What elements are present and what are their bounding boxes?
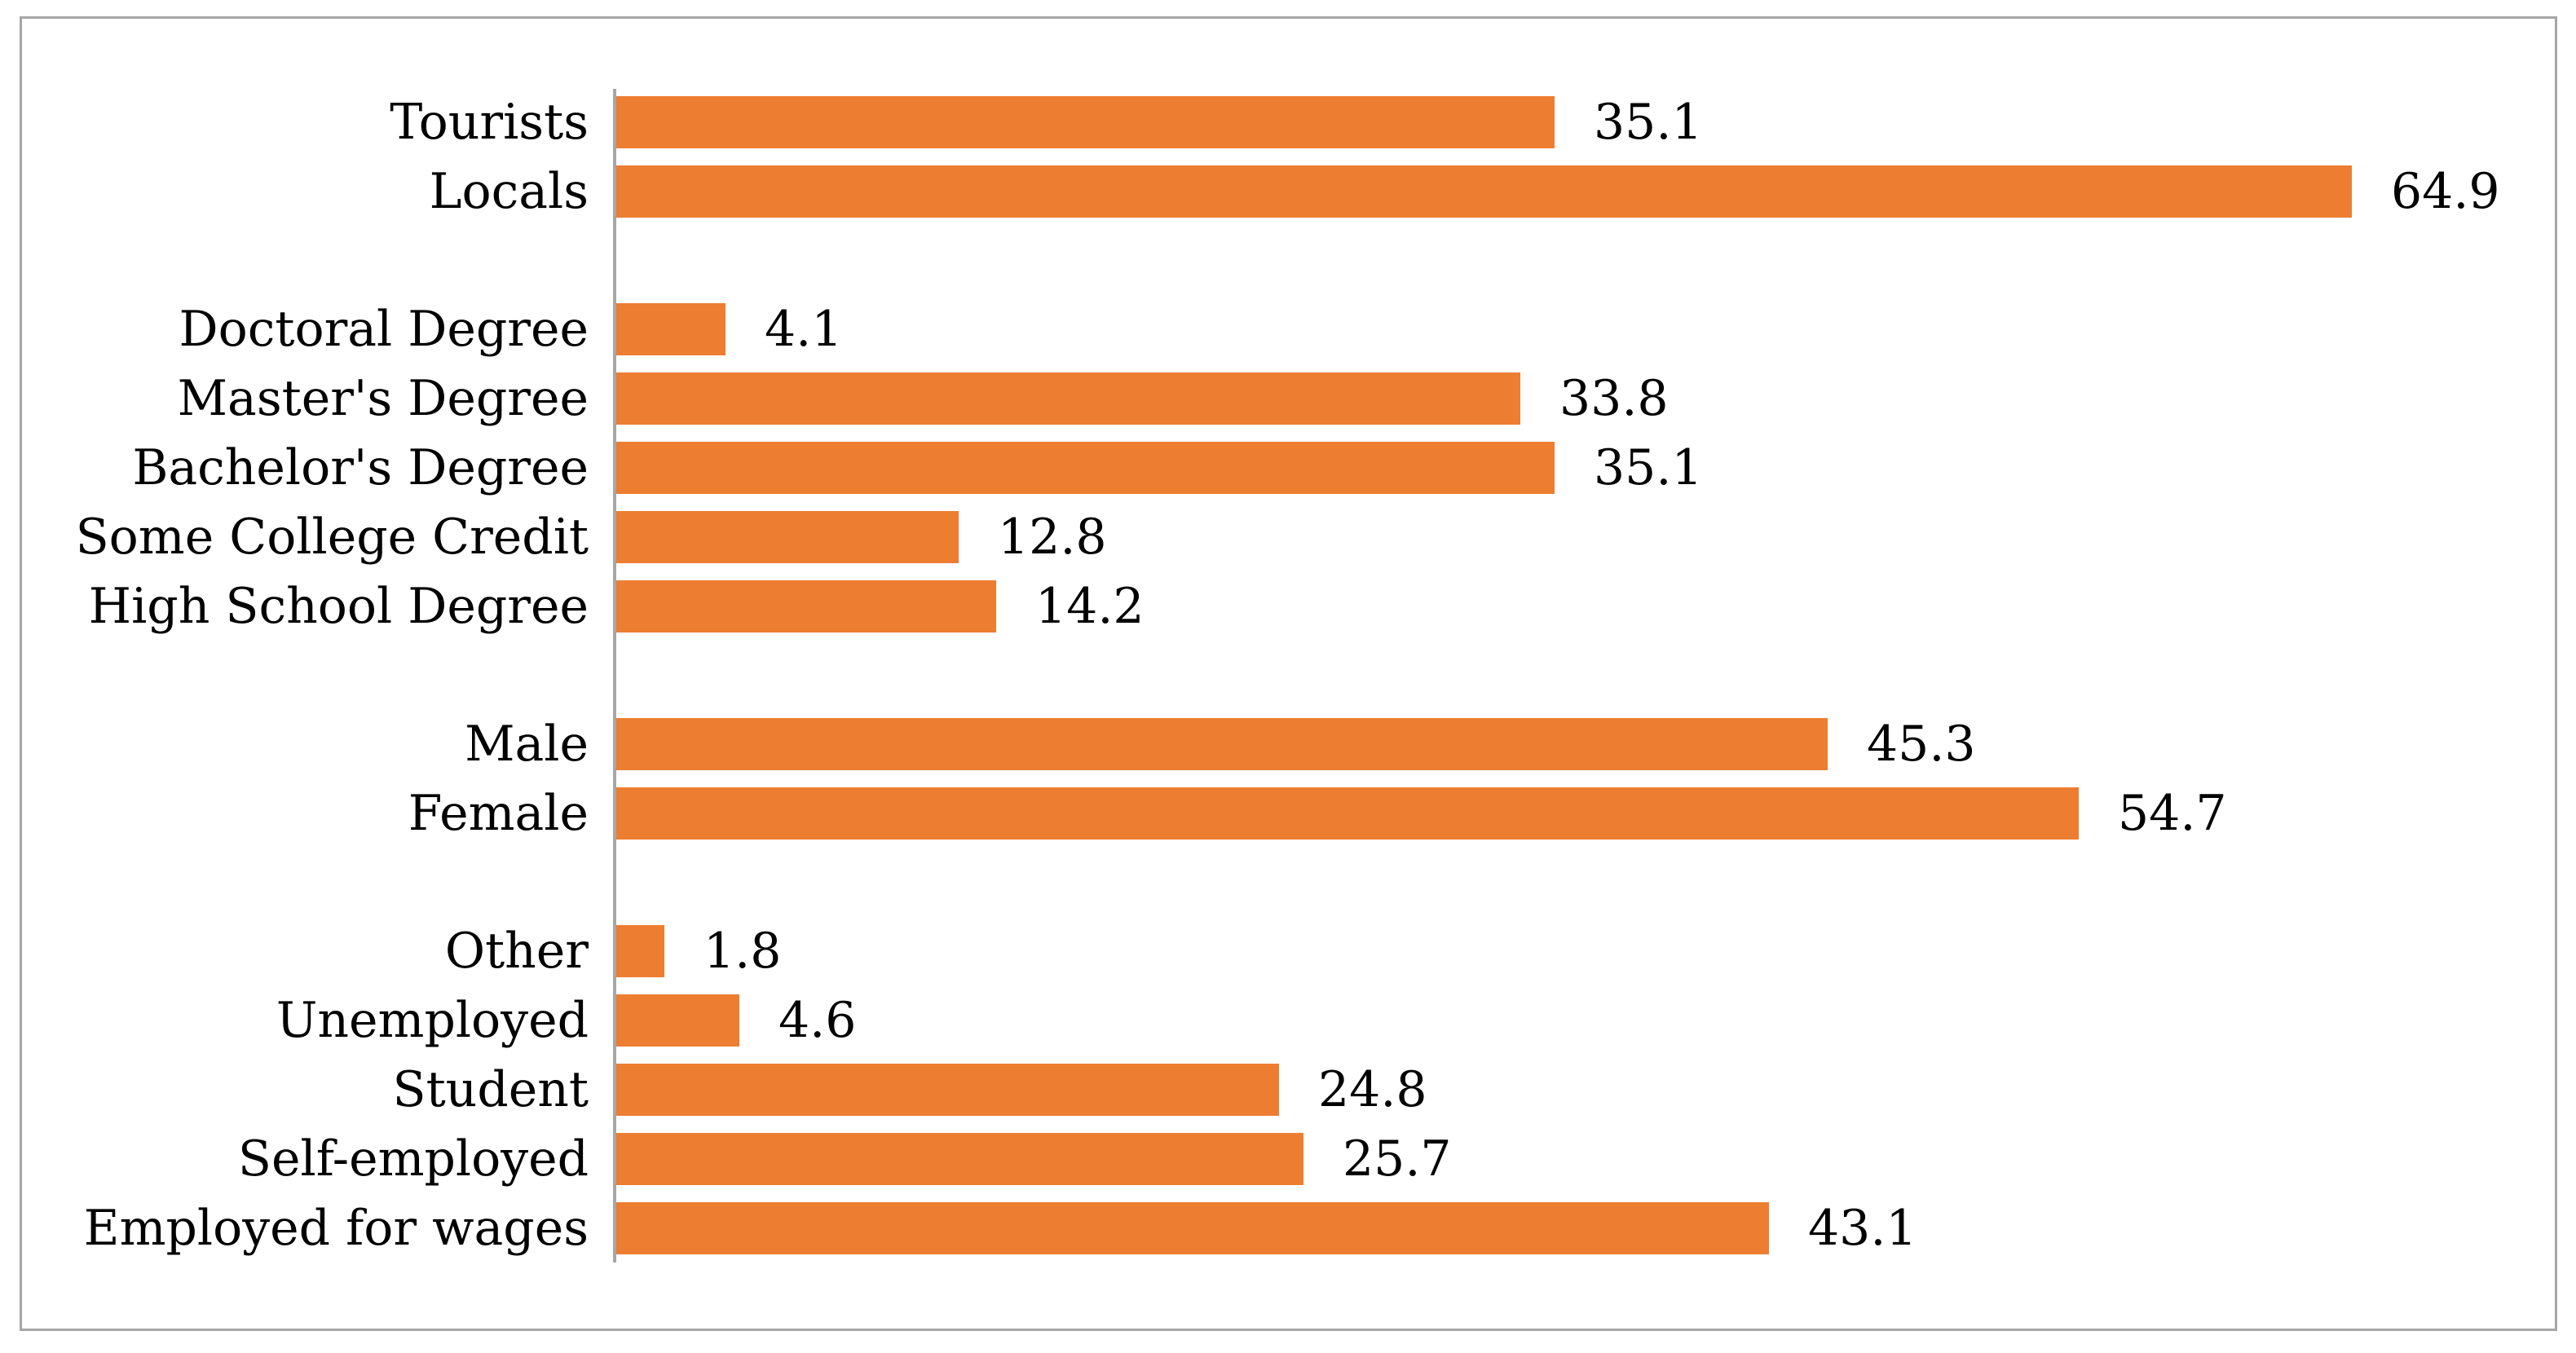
bar-row: Employed for wages 43.1	[22, 1202, 2555, 1254]
category-label: High School Degree	[88, 578, 589, 635]
bar-row: Some College Credit 12.8	[22, 511, 2555, 563]
category-label: Tourists	[390, 94, 589, 151]
bar-row: Bachelor's Degree 35.1	[22, 442, 2555, 494]
bar	[616, 718, 1828, 770]
category-label: Other	[444, 923, 589, 980]
bar-row: High School Degree 14.2	[22, 580, 2555, 632]
value-label: 43.1	[1808, 1200, 1917, 1257]
bar	[616, 372, 1520, 425]
value-label: 24.8	[1318, 1061, 1427, 1118]
category-label: Self-employed	[237, 1130, 589, 1188]
bar	[616, 925, 664, 977]
bar-row: Student 24.8	[22, 1064, 2555, 1116]
bar-group: Other 1.8 Unemployed 4.6 Student 24.8 Self-emp…	[22, 925, 2555, 1254]
category-label: Master's Degree	[177, 370, 589, 427]
category-label: Student	[392, 1061, 589, 1118]
category-label: Unemployed	[276, 992, 589, 1049]
bar-group: Male 45.3 Female 54.7	[22, 718, 2555, 840]
bar	[616, 580, 996, 632]
bar-row: Male 45.3	[22, 718, 2555, 770]
value-label: 25.7	[1343, 1130, 1452, 1188]
value-label: 4.1	[765, 301, 843, 358]
value-label: 35.1	[1594, 439, 1703, 496]
bar	[616, 1133, 1303, 1185]
bar	[616, 442, 1555, 494]
bar-row: Locals 64.9	[22, 165, 2555, 218]
bar	[616, 787, 2079, 840]
value-label: 4.6	[779, 992, 857, 1049]
value-label: 33.8	[1559, 370, 1669, 427]
category-label: Bachelor's Degree	[132, 439, 589, 496]
bar-group: Tourists 35.1 Locals 64.9	[22, 96, 2555, 218]
bar	[616, 1202, 1769, 1254]
bar-row: Master's Degree 33.8	[22, 372, 2555, 425]
bar-chart: Tourists 35.1 Locals 64.9 Doctoral Degree 4.1…	[22, 96, 2555, 1254]
bar-row: Tourists 35.1	[22, 96, 2555, 148]
value-label: 35.1	[1594, 94, 1703, 151]
value-label: 1.8	[704, 923, 782, 980]
category-label: Female	[408, 785, 589, 842]
value-label: 64.9	[2391, 163, 2500, 220]
bar-row: Unemployed 4.6	[22, 994, 2555, 1047]
category-label: Male	[465, 716, 589, 773]
value-label: 14.2	[1035, 578, 1145, 635]
bar-row: Doctoral Degree 4.1	[22, 303, 2555, 355]
bar-row: Self-employed 25.7	[22, 1133, 2555, 1185]
bar	[616, 165, 2352, 218]
value-label: 45.3	[1867, 716, 1976, 773]
bar-row: Female 54.7	[22, 787, 2555, 840]
bar	[616, 1064, 1279, 1116]
chart-frame: Tourists 35.1 Locals 64.9 Doctoral Degree 4.1…	[20, 16, 2557, 1331]
bar-row: Other 1.8	[22, 925, 2555, 977]
category-label: Some College Credit	[75, 509, 589, 566]
category-label: Employed for wages	[83, 1200, 589, 1257]
value-label: 12.8	[998, 509, 1107, 566]
category-label: Locals	[429, 163, 589, 220]
bar-group: Doctoral Degree 4.1 Master's Degree 33.8 Bac…	[22, 303, 2555, 632]
bar	[616, 96, 1555, 148]
bar	[616, 303, 726, 355]
value-label: 54.7	[2118, 785, 2227, 842]
category-axis-line	[613, 89, 616, 1263]
category-label: Doctoral Degree	[179, 301, 589, 358]
bar	[616, 511, 959, 563]
bar	[616, 994, 739, 1047]
